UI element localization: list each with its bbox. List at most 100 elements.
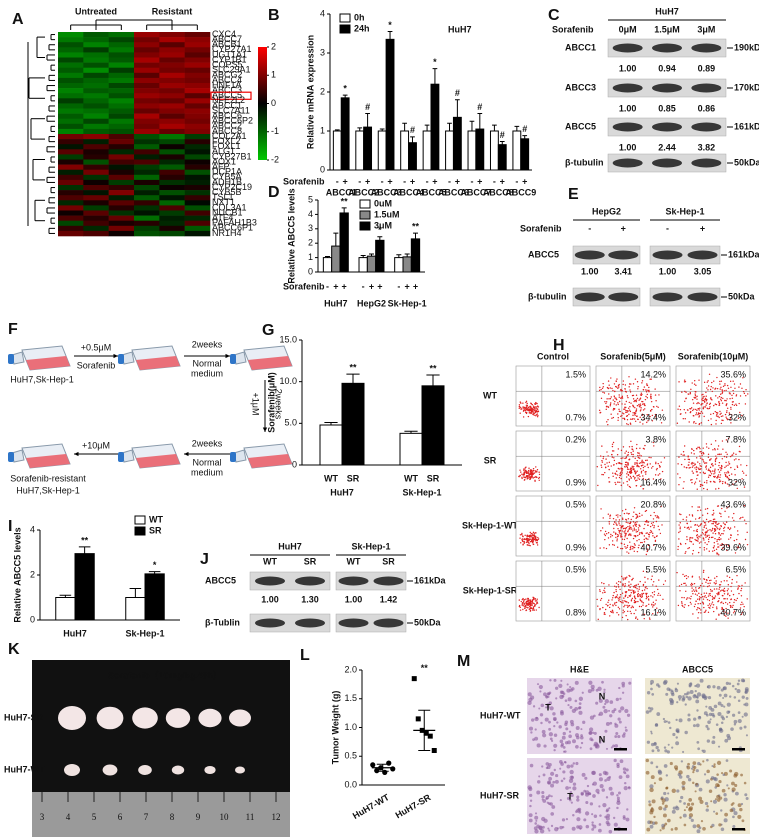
flow-event bbox=[685, 392, 686, 393]
bar bbox=[513, 131, 521, 170]
flow-event bbox=[712, 532, 713, 533]
flow-event bbox=[636, 444, 637, 445]
flow-event bbox=[524, 473, 525, 474]
flow-event bbox=[691, 482, 692, 483]
nucleus bbox=[746, 697, 749, 700]
flow-event bbox=[681, 584, 682, 585]
error-bar bbox=[426, 375, 439, 386]
flow-event bbox=[518, 476, 519, 477]
heatmap-cell bbox=[159, 58, 185, 63]
heatmap-cell bbox=[159, 134, 185, 139]
flow-event bbox=[626, 538, 627, 539]
flow-event bbox=[614, 396, 615, 397]
flow-event bbox=[678, 381, 679, 382]
lane-label: 3μM bbox=[697, 24, 715, 34]
flow-event bbox=[688, 576, 689, 577]
flow-event bbox=[610, 387, 611, 388]
flow-event bbox=[633, 607, 634, 608]
heatmap-cell bbox=[185, 175, 211, 180]
flow-event bbox=[699, 506, 700, 507]
heatmap-cell bbox=[109, 78, 135, 83]
flow-event bbox=[631, 589, 632, 590]
flow-event bbox=[707, 605, 708, 606]
flow-event bbox=[734, 526, 735, 527]
flow-event bbox=[696, 410, 697, 411]
heatmap-cell bbox=[159, 68, 185, 73]
step-label: Sorafenib bbox=[77, 360, 116, 370]
flow-event bbox=[720, 413, 721, 414]
flow-event bbox=[692, 399, 693, 400]
flow-event bbox=[728, 461, 729, 462]
nucleus bbox=[626, 808, 628, 810]
flow-event bbox=[716, 549, 717, 550]
flow-event bbox=[703, 488, 704, 489]
flow-event bbox=[626, 473, 627, 474]
nucleus bbox=[732, 816, 735, 819]
blot-band bbox=[653, 293, 683, 302]
significance: # bbox=[365, 102, 370, 112]
nucleus bbox=[682, 698, 686, 702]
nucleus bbox=[591, 828, 594, 831]
heatmap-cell bbox=[109, 144, 135, 149]
flow-event bbox=[695, 385, 696, 386]
nucleus bbox=[675, 719, 677, 721]
treatment-sign: - bbox=[448, 176, 451, 186]
flow-event bbox=[636, 475, 637, 476]
flow-event bbox=[537, 539, 538, 540]
flow-event bbox=[624, 577, 625, 578]
group-label: Sk-Hep-1 bbox=[351, 541, 390, 551]
nucleus bbox=[658, 685, 661, 688]
row-label: SR bbox=[484, 455, 497, 465]
flow-event bbox=[723, 386, 724, 387]
heatmap-cell bbox=[134, 211, 160, 216]
flow-event bbox=[620, 467, 621, 468]
flow-event bbox=[730, 535, 731, 536]
flow-event bbox=[626, 401, 627, 402]
flow-event bbox=[615, 589, 616, 590]
nucleus bbox=[684, 731, 687, 734]
flow-event bbox=[630, 546, 631, 547]
nucleus bbox=[704, 711, 708, 715]
flow-event bbox=[702, 403, 703, 404]
flow-event bbox=[695, 540, 696, 541]
nucleus bbox=[651, 693, 654, 696]
flow-event bbox=[617, 482, 618, 483]
heatmap-cell bbox=[159, 98, 185, 103]
flow-event bbox=[717, 601, 718, 602]
flow-event bbox=[536, 600, 537, 601]
flow-event bbox=[700, 585, 701, 586]
nucleus bbox=[690, 690, 694, 694]
flow-event bbox=[632, 467, 633, 468]
flow-event bbox=[718, 474, 719, 475]
flow-event bbox=[622, 472, 623, 473]
flow-event bbox=[699, 596, 700, 597]
nucleus bbox=[664, 680, 668, 684]
flow-event bbox=[684, 607, 685, 608]
flow-event bbox=[685, 551, 686, 552]
heatmap-cell bbox=[83, 165, 109, 170]
flow-event bbox=[734, 469, 735, 470]
flow-event bbox=[537, 469, 538, 470]
flow-event bbox=[706, 396, 707, 397]
flow-event bbox=[616, 471, 617, 472]
flow-event bbox=[625, 410, 626, 411]
quadrant-percent: 34.4% bbox=[640, 412, 666, 422]
heatmap-cell bbox=[185, 190, 211, 195]
flow-event bbox=[651, 604, 652, 605]
flow-event bbox=[720, 535, 721, 536]
flow-event bbox=[632, 449, 633, 450]
flow-event bbox=[653, 527, 654, 528]
flow-event bbox=[626, 527, 627, 528]
panel-letter: M bbox=[457, 653, 470, 670]
flow-event bbox=[637, 405, 638, 406]
flow-event bbox=[679, 531, 680, 532]
flow-event bbox=[637, 398, 638, 399]
flow-event bbox=[658, 463, 659, 464]
step-label: +1μM bbox=[251, 393, 261, 416]
panel-letter: C bbox=[548, 7, 560, 24]
flow-event bbox=[737, 488, 738, 489]
flow-event bbox=[648, 598, 649, 599]
nucleus bbox=[538, 775, 540, 777]
y-tick-label: 2 bbox=[308, 238, 313, 248]
flow-event bbox=[645, 396, 646, 397]
